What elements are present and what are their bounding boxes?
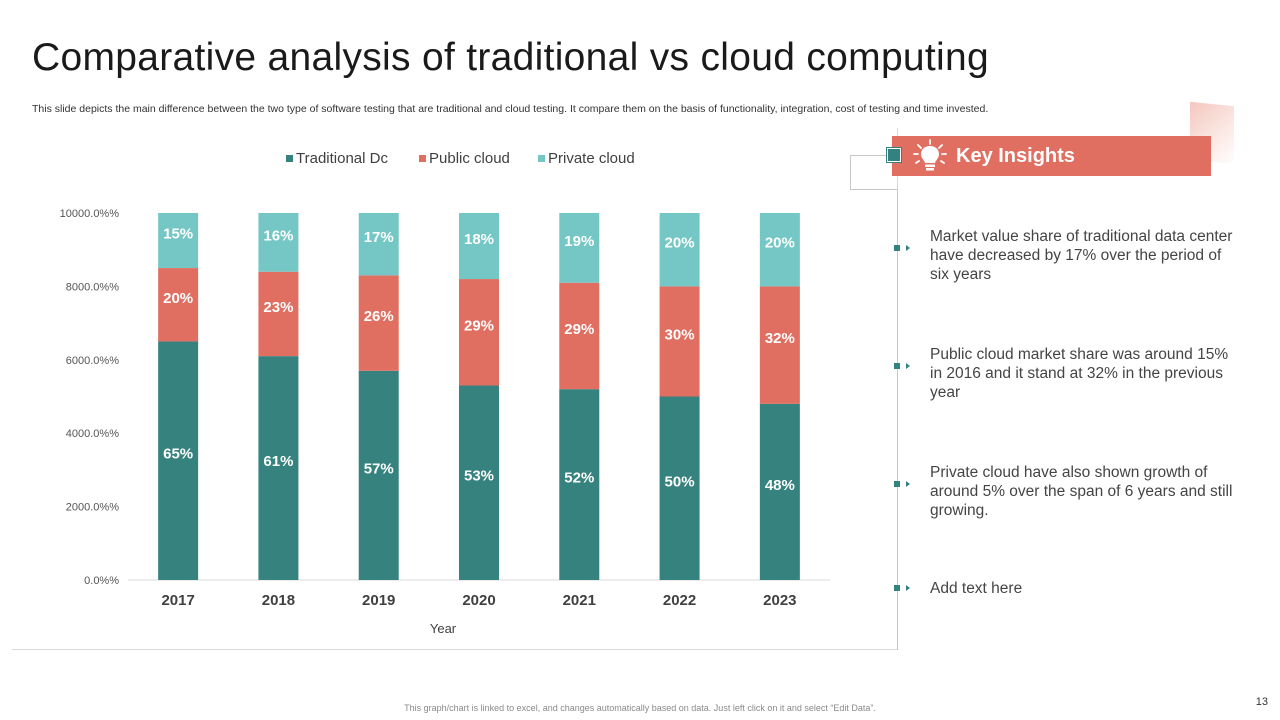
y-tick-label: 6000.0%% (66, 355, 119, 367)
data-label: 29% (464, 317, 494, 334)
bar-segment-traditional-dc (659, 396, 700, 580)
insight-item: Add text here (894, 579, 1242, 598)
bar-segment-public-cloud (158, 268, 199, 342)
insight-item: Market value share of traditional data c… (894, 227, 1242, 284)
legend-label: Public cloud (429, 150, 510, 167)
bar-segment-public-cloud (559, 282, 600, 390)
data-label: 53% (464, 468, 494, 485)
bar-segment-traditional-dc (459, 385, 499, 580)
x-tick-label: 2017 (161, 592, 194, 609)
bullet-arrow-icon (894, 363, 930, 369)
x-tick-label: 2021 (563, 592, 596, 609)
y-tick-label: 8000.0%% (66, 281, 119, 293)
panel-marker-square (887, 148, 901, 162)
slide-subtitle: This slide depicts the main difference b… (32, 103, 989, 115)
x-tick-label: 2023 (763, 592, 796, 609)
bullet-arrow-icon (894, 585, 930, 591)
insight-item: Private cloud have also shown growth of … (894, 463, 1242, 520)
x-tick-label: 2018 (262, 592, 295, 609)
data-label: 19% (564, 233, 594, 250)
data-label: 23% (263, 299, 293, 316)
connector-line (850, 155, 851, 189)
data-label: 18% (464, 231, 494, 248)
data-label: 61% (263, 453, 293, 470)
data-label: 20% (765, 235, 795, 252)
data-label: 65% (163, 446, 193, 463)
data-label: 32% (765, 330, 795, 347)
footer-note: This graph/chart is linked to excel, and… (404, 703, 876, 713)
legend-label: Traditional Dc (296, 150, 388, 167)
bar-segment-private-cloud (358, 213, 399, 276)
data-label: 17% (364, 229, 394, 246)
insight-item: Public cloud market share was around 15%… (894, 345, 1242, 402)
bar-segment-private-cloud (759, 213, 800, 287)
insight-text: Private cloud have also shown growth of … (930, 464, 1233, 519)
data-label: 16% (263, 227, 293, 244)
y-tick-label: 4000.0%% (66, 428, 119, 440)
legend-swatch (538, 155, 545, 162)
data-label: 48% (765, 477, 795, 494)
data-label: 20% (163, 290, 193, 307)
slide-title: Comparative analysis of traditional vs c… (32, 36, 989, 79)
bar-segment-public-cloud (759, 286, 800, 404)
bar-segment-public-cloud (258, 271, 299, 357)
x-tick-label: 2020 (462, 592, 495, 609)
data-label: 20% (665, 235, 695, 252)
y-tick-label: 2000.0%% (66, 502, 119, 514)
bullet-arrow-icon (894, 245, 930, 251)
bar-segment-private-cloud (659, 213, 700, 287)
data-label: 57% (364, 460, 394, 477)
insight-text[interactable]: Add text here (930, 580, 1023, 597)
stacked-bar-chart[interactable]: 0.0%% 2000.0%% 4000.0%% 6000.0%% 8000.0%% 100… (0, 0, 900, 650)
bar-segment-private-cloud (158, 213, 199, 269)
bar-segment-private-cloud (459, 213, 499, 280)
legend-swatch (419, 155, 426, 162)
x-tick-label: 2022 (663, 592, 696, 609)
page-number: 13 (1255, 696, 1268, 708)
key-insights-header: Key Insights (892, 136, 1211, 176)
insight-text: Public cloud market share was around 15%… (930, 346, 1229, 401)
data-label: 26% (364, 308, 394, 325)
bar-segment-traditional-dc (258, 356, 299, 580)
lightbulb-icon (913, 139, 947, 171)
bar-segment-public-cloud (459, 279, 499, 386)
data-label: 52% (564, 470, 594, 487)
data-label: 29% (564, 321, 594, 338)
bar-segment-traditional-dc (358, 370, 399, 580)
data-label: 30% (665, 326, 695, 343)
data-label: 15% (163, 226, 193, 243)
legend-swatch (286, 155, 293, 162)
insight-text: Market value share of traditional data c… (930, 228, 1233, 283)
x-tick-label: 2019 (362, 592, 395, 609)
bar-segment-public-cloud (358, 275, 399, 371)
key-insights-title: Key Insights (956, 144, 1075, 167)
y-tick-label: 0.0%% (84, 575, 119, 587)
bar-segment-public-cloud (659, 286, 700, 397)
bar-segment-traditional-dc (158, 341, 199, 580)
bullet-arrow-icon (894, 481, 930, 487)
connector-line (850, 189, 898, 190)
bar-segment-private-cloud (258, 213, 299, 272)
connector-line (850, 155, 892, 156)
y-tick-label: 10000.0%% (60, 208, 120, 220)
insights-panel-divider (897, 189, 898, 650)
bar-segment-traditional-dc (559, 389, 600, 580)
x-axis-title: Year (430, 621, 457, 636)
bar-segment-private-cloud (559, 213, 600, 283)
legend-label: Private cloud (548, 150, 635, 167)
data-label: 50% (665, 473, 695, 490)
bar-segment-traditional-dc (759, 403, 800, 580)
